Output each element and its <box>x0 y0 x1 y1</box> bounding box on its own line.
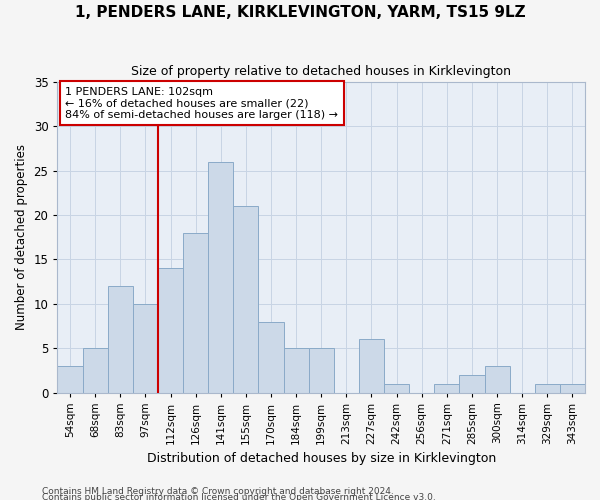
Bar <box>259 322 284 392</box>
Bar <box>208 162 233 392</box>
Bar <box>434 384 460 392</box>
Bar <box>485 366 509 392</box>
Title: Size of property relative to detached houses in Kirklevington: Size of property relative to detached ho… <box>131 65 511 78</box>
Text: Contains public sector information licensed under the Open Government Licence v3: Contains public sector information licen… <box>42 492 436 500</box>
Bar <box>233 206 259 392</box>
Bar <box>535 384 560 392</box>
Text: Contains HM Land Registry data © Crown copyright and database right 2024.: Contains HM Land Registry data © Crown c… <box>42 487 394 496</box>
Bar <box>384 384 409 392</box>
Bar <box>359 340 384 392</box>
Y-axis label: Number of detached properties: Number of detached properties <box>15 144 28 330</box>
X-axis label: Distribution of detached houses by size in Kirklevington: Distribution of detached houses by size … <box>146 452 496 465</box>
Bar <box>83 348 108 393</box>
Bar <box>284 348 308 393</box>
Bar <box>308 348 334 393</box>
Bar <box>58 366 83 392</box>
Bar <box>133 304 158 392</box>
Bar <box>560 384 585 392</box>
Text: 1, PENDERS LANE, KIRKLEVINGTON, YARM, TS15 9LZ: 1, PENDERS LANE, KIRKLEVINGTON, YARM, TS… <box>74 5 526 20</box>
Bar <box>183 233 208 392</box>
Bar <box>108 286 133 393</box>
Bar <box>460 375 485 392</box>
Text: 1 PENDERS LANE: 102sqm
← 16% of detached houses are smaller (22)
84% of semi-det: 1 PENDERS LANE: 102sqm ← 16% of detached… <box>65 86 338 120</box>
Bar <box>158 268 183 392</box>
